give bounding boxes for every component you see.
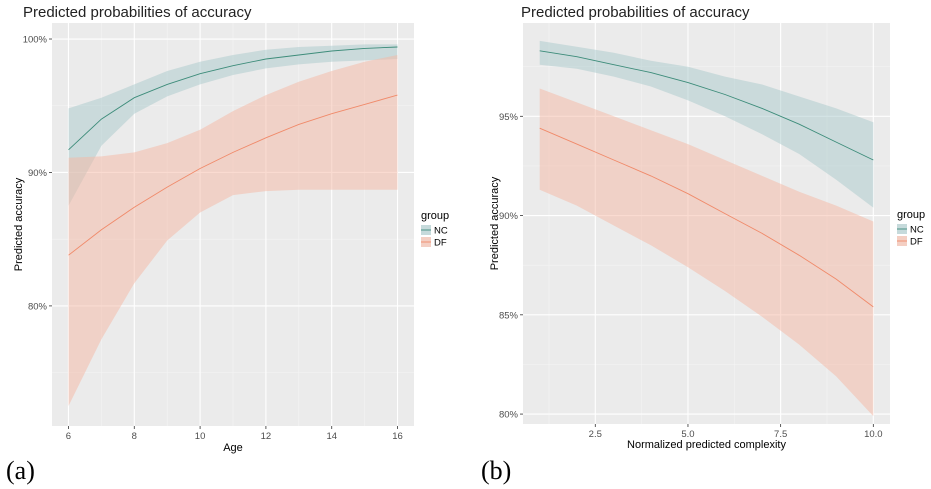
y-tick-label: 85% [499, 310, 519, 321]
legend-label-nc: NC [434, 226, 448, 237]
x-tick-label: 16 [392, 431, 403, 442]
legend-label-nc: NC [910, 225, 924, 236]
chart-title: Predicted probabilities of accuracy [521, 4, 750, 21]
legend-title: group [897, 209, 925, 221]
confidence-band-df [68, 55, 398, 406]
x-tick-label: 7.5 [774, 429, 787, 440]
panel-label-b: (b) [481, 456, 512, 485]
x-tick-label: 10 [195, 431, 206, 442]
x-tick-label: 5.0 [681, 429, 694, 440]
y-tick-label: 90% [499, 211, 519, 222]
y-tick-label: 90% [28, 168, 48, 179]
y-tick-label: 80% [499, 410, 519, 421]
x-axis-label: Age [223, 442, 243, 454]
series-line-nc [68, 46, 398, 151]
panel-label-a: (a) [6, 456, 35, 485]
y-tick-label: 95% [499, 112, 519, 123]
legend-title: group [421, 210, 449, 222]
x-tick-label: 12 [261, 431, 272, 442]
x-axis-label: Normalized predicted complexity [627, 439, 786, 451]
y-axis-label: Predicted accuracy [489, 176, 501, 270]
series-line-nc [539, 50, 874, 161]
panel-b: 2.5 5.0 7.5 10.0 80% 85% 90% 95% Predicted proba… [489, 4, 925, 451]
x-tick-label: 8 [132, 431, 137, 442]
series-line-df [68, 94, 398, 256]
y-axis-label: Predicted accuracy [13, 177, 25, 271]
chart-title: Predicted probabilities of accuracy [23, 4, 252, 21]
y-tick-label: 80% [28, 301, 48, 312]
x-tick-label: 10.0 [864, 429, 883, 440]
x-tick-label: 6 [66, 431, 71, 442]
legend-label-df: DF [910, 237, 923, 248]
panel-a: 6 8 10 12 14 16 80% 90% 100% Predicted probabilit… [13, 4, 449, 454]
series-line-df [539, 127, 874, 308]
y-tick-label: 100% [23, 35, 48, 46]
x-tick-label: 14 [326, 431, 337, 442]
x-tick-label: 2.5 [589, 429, 602, 440]
confidence-band-df [539, 88, 874, 417]
confidence-band-nc [68, 44, 398, 206]
legend-label-df: DF [434, 238, 447, 249]
confidence-band-nc [539, 40, 874, 208]
